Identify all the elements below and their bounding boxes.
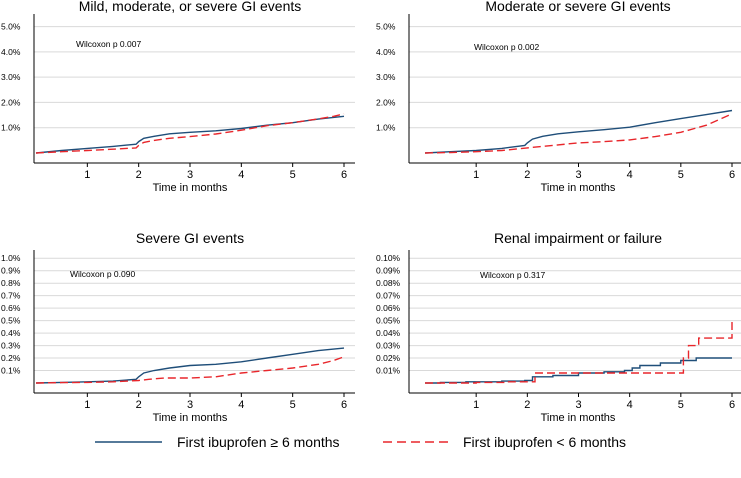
x-tick-label: 6: [341, 399, 347, 411]
y-tick-label: 0.3%: [1, 341, 21, 351]
y-tick-label: 0.4%: [1, 328, 21, 338]
series-line-lt6-months: [35, 113, 345, 154]
wilcoxon-annotation: Wilcoxon p 0.002: [474, 42, 539, 52]
y-tick-label: 0.05%: [376, 316, 401, 326]
x-tick-label: 2: [136, 169, 142, 181]
panel-severe-gi: Severe GI events 0.1% 0.2% 0.3% 0.4% 0.5% 0.6%…: [1, 230, 355, 424]
x-axis-label: Time in months: [153, 412, 228, 424]
x-tick-label: 3: [575, 169, 581, 181]
x-tick-label: 5: [678, 169, 684, 181]
series-line-lt6-months: [35, 356, 345, 384]
x-tick-label: 5: [678, 399, 684, 411]
y-tick-label: 1.0%: [1, 253, 21, 263]
y-tick-label: 0.10%: [376, 253, 401, 263]
y-tick-label: 4.0%: [1, 47, 21, 57]
y-tick-label: 1.0%: [1, 123, 21, 133]
series-line-lt6-months: [424, 113, 733, 154]
x-tick-label: 3: [187, 169, 193, 181]
legend: First ibuprofen ≥ 6 months First ibuprof…: [95, 434, 626, 450]
x-tick-label: 2: [524, 399, 530, 411]
y-tick-label: 0.08%: [376, 278, 401, 288]
y-tick-label: 1.0%: [376, 123, 396, 133]
y-tick-label: 0.2%: [1, 353, 21, 363]
y-tick-label: 0.5%: [1, 316, 21, 326]
series-line-ge6-months: [424, 109, 733, 154]
x-tick-label: 6: [729, 399, 735, 411]
x-tick-label: 6: [341, 169, 347, 181]
x-tick-label: 3: [575, 399, 581, 411]
x-tick-label: 1: [84, 169, 90, 181]
y-tick-label: 3.0%: [1, 72, 21, 82]
y-tick-label: 0.07%: [376, 291, 401, 301]
y-tick-label: 5.0%: [376, 22, 396, 32]
x-tick-label: 2: [524, 169, 530, 181]
x-tick-label: 5: [290, 399, 296, 411]
y-tick-label: 0.7%: [1, 291, 21, 301]
y-tick-label: 0.6%: [1, 303, 21, 313]
y-tick-label: 0.9%: [1, 266, 21, 276]
y-tick-label: 0.06%: [376, 303, 401, 313]
x-tick-label: 6: [729, 169, 735, 181]
x-tick-label: 4: [238, 169, 244, 181]
x-tick-label: 4: [627, 169, 633, 181]
y-tick-label: 0.04%: [376, 328, 401, 338]
chart-title: Severe GI events: [136, 230, 244, 246]
legend-label-1: First ibuprofen ≥ 6 months: [177, 434, 340, 450]
legend-label-2: First ibuprofen < 6 months: [463, 434, 626, 450]
wilcoxon-annotation: Wilcoxon p 0.007: [76, 39, 141, 49]
chart-title: Mild, moderate, or severe GI events: [79, 0, 302, 14]
x-tick-label: 1: [84, 399, 90, 411]
x-axis-label: Time in months: [541, 182, 616, 194]
series-line-ge6-months: [425, 357, 732, 384]
series-line-lt6-months: [425, 320, 733, 384]
panel-renal-impairment: Renal impairment or failure 0.01% 0.02% 0.0…: [376, 230, 741, 424]
y-tick-label: 0.8%: [1, 278, 21, 288]
y-tick-label: 0.02%: [376, 353, 401, 363]
panel-moderate-severe-gi: Moderate or severe GI events 1.0% 2.0% 3.0%…: [376, 0, 741, 194]
x-tick-label: 3: [187, 399, 193, 411]
series-line-ge6-months: [35, 347, 345, 384]
y-tick-label: 0.09%: [376, 266, 401, 276]
x-axis-label: Time in months: [541, 412, 616, 424]
x-axis-label: Time in months: [153, 182, 228, 194]
x-tick-label: 1: [473, 399, 479, 411]
wilcoxon-annotation: Wilcoxon p 0.090: [70, 269, 135, 279]
chart-title: Renal impairment or failure: [494, 230, 662, 246]
y-tick-label: 2.0%: [376, 97, 396, 107]
x-tick-label: 4: [627, 399, 633, 411]
x-tick-label: 4: [238, 399, 244, 411]
x-tick-label: 5: [290, 169, 296, 181]
panel-mild-moderate-severe-gi: Mild, moderate, or severe GI events 1.0% 2…: [1, 0, 355, 194]
y-tick-label: 2.0%: [1, 97, 21, 107]
chart-title: Moderate or severe GI events: [485, 0, 670, 14]
x-tick-label: 1: [473, 169, 479, 181]
x-tick-label: 2: [136, 399, 142, 411]
y-tick-label: 5.0%: [1, 22, 21, 32]
y-tick-label: 4.0%: [376, 47, 396, 57]
y-tick-label: 3.0%: [376, 72, 396, 82]
y-tick-label: 0.1%: [1, 366, 21, 376]
y-tick-label: 0.01%: [376, 366, 401, 376]
y-tick-label: 0.03%: [376, 341, 401, 351]
wilcoxon-annotation: Wilcoxon p 0.317: [480, 270, 545, 280]
